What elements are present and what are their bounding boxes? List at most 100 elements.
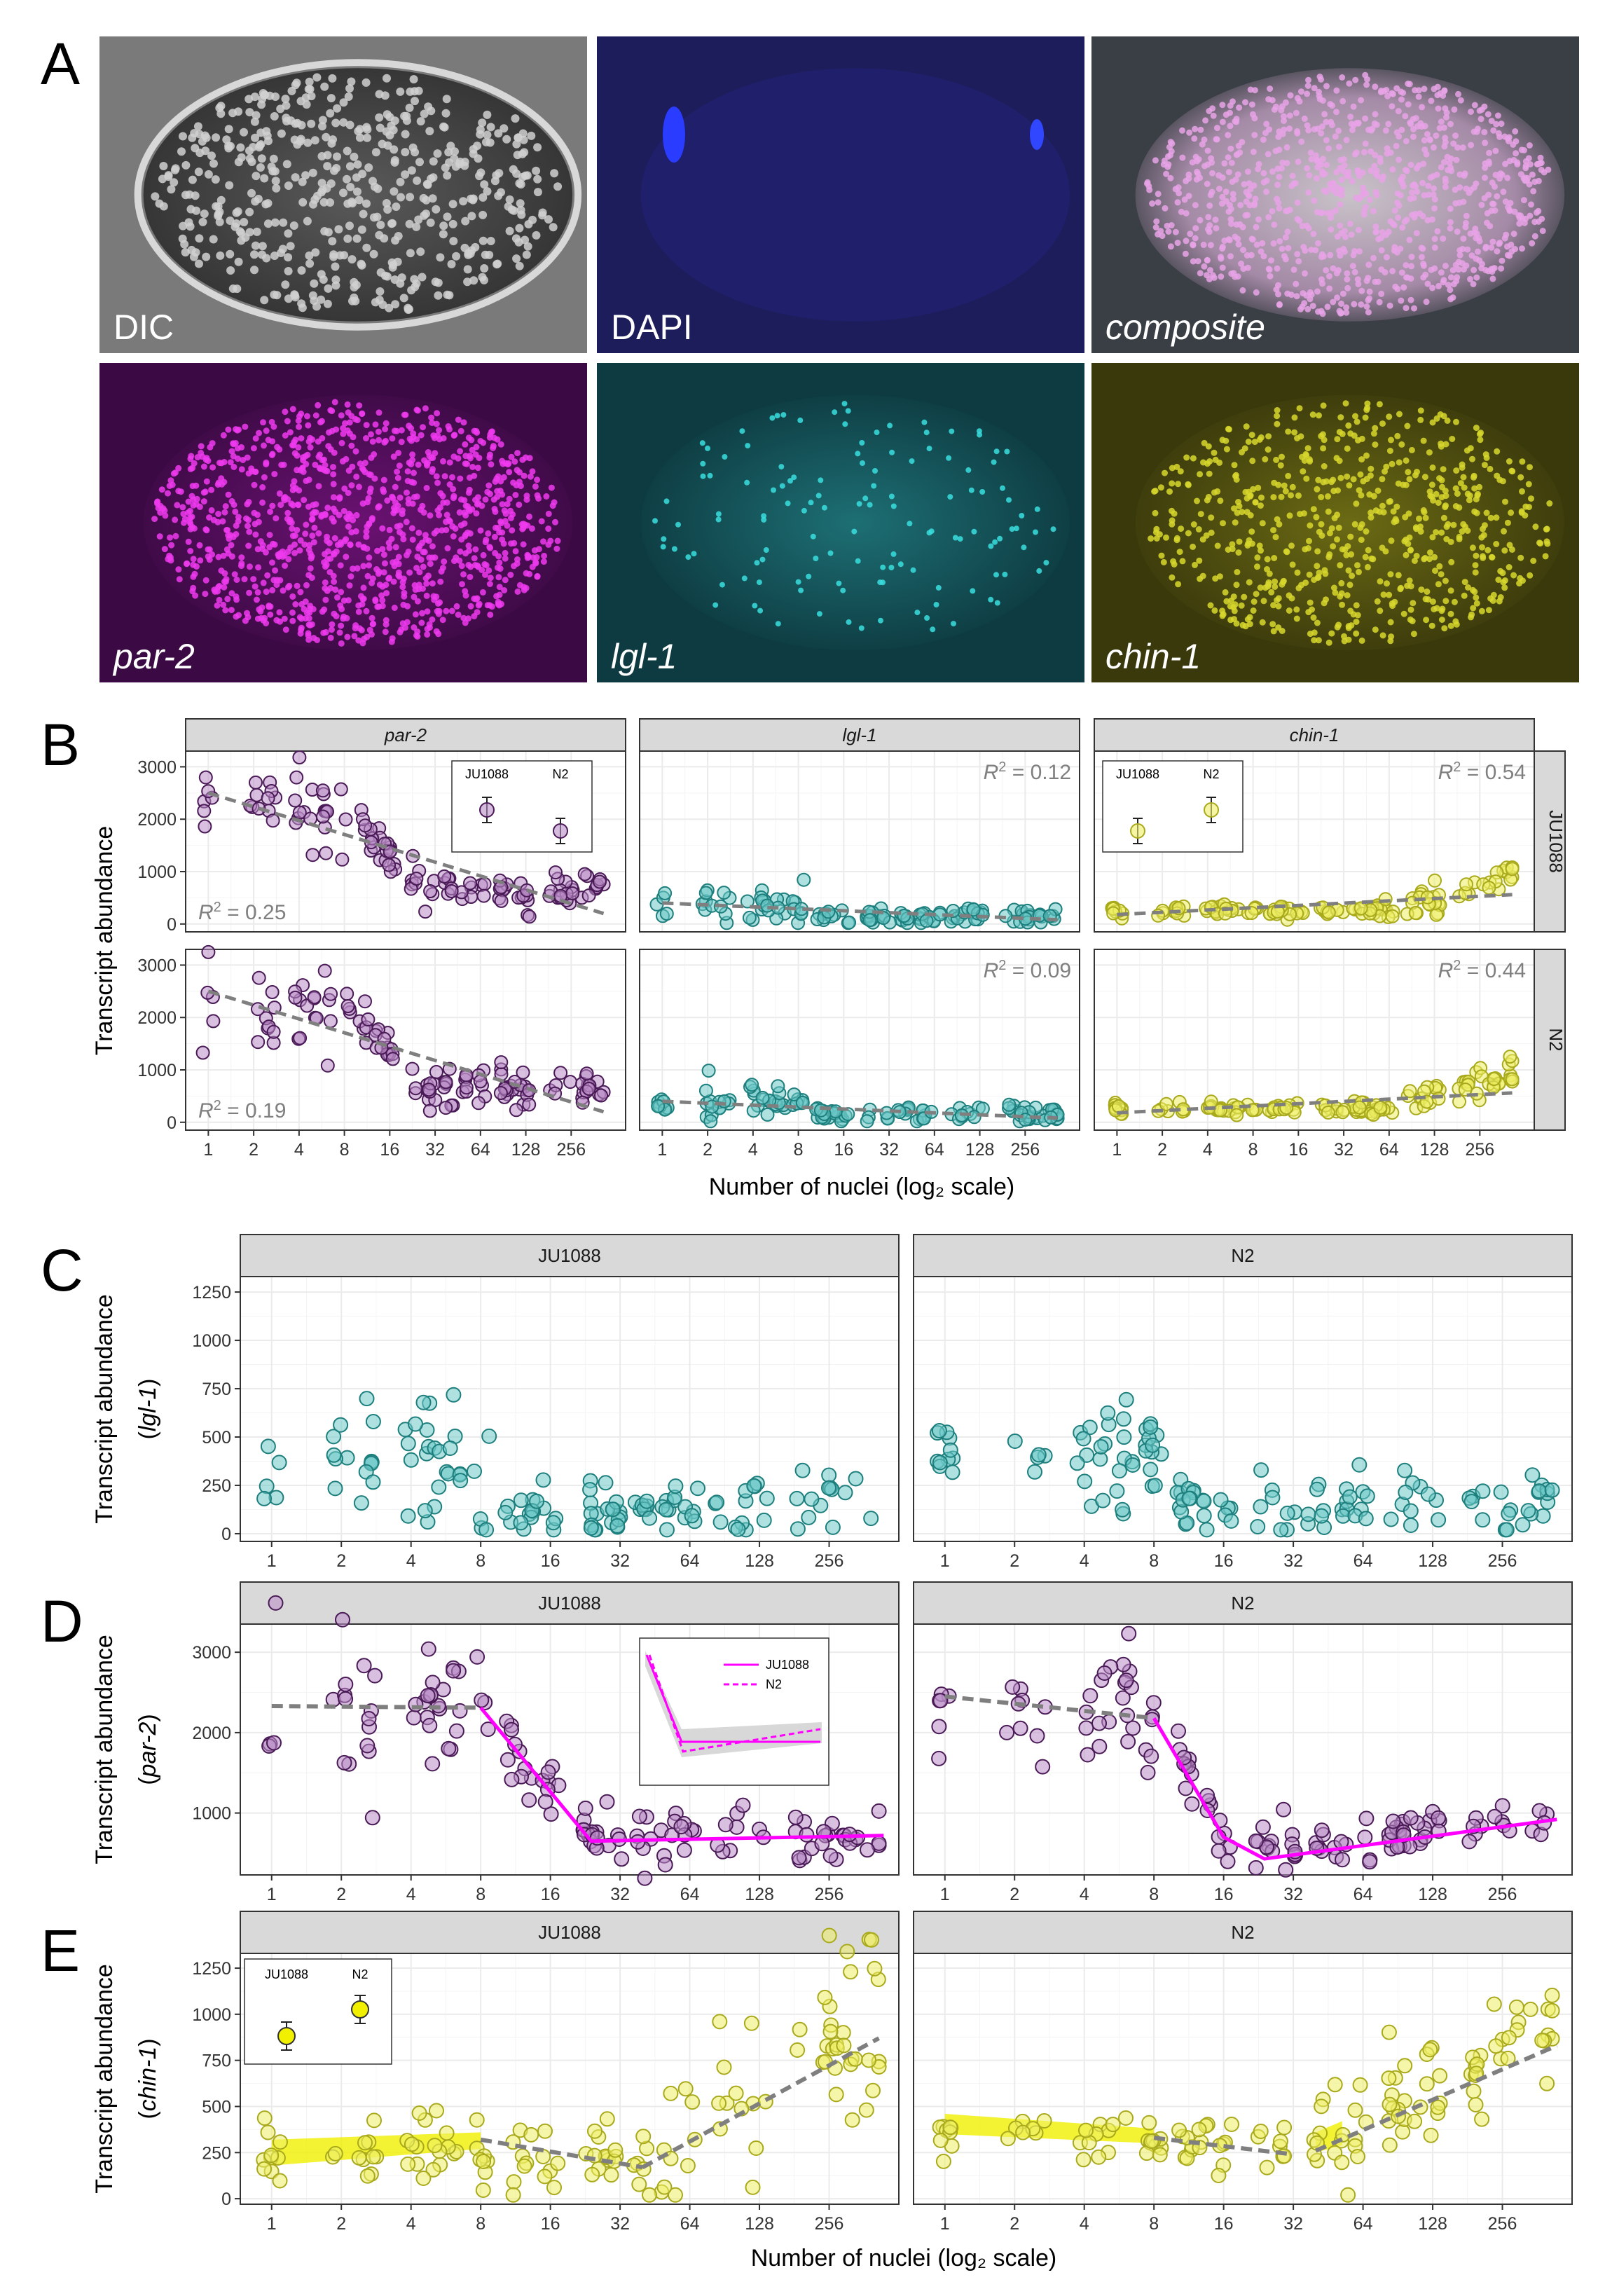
transcript-spot <box>1314 486 1321 493</box>
transcript-spot <box>1404 422 1411 429</box>
x-tick-label: 4 <box>748 1140 758 1160</box>
transcript-spot <box>382 628 389 635</box>
transcript-spot <box>1447 274 1454 281</box>
transcript-spot <box>1494 193 1501 200</box>
transcript-spot <box>1470 472 1477 479</box>
transcript-spot <box>514 588 521 595</box>
transcript-spot <box>486 581 493 587</box>
transcript-spot <box>1344 270 1351 277</box>
transcript-spot <box>469 149 478 158</box>
data-point <box>256 1490 273 1506</box>
transcript-spot <box>515 179 524 188</box>
transcript-spot <box>306 542 313 549</box>
y-tick-label: 0 <box>221 1525 231 1544</box>
transcript-spot <box>988 596 994 603</box>
transcript-spot <box>179 132 187 141</box>
transcript-spot <box>1201 439 1208 446</box>
y-tick-label: 2000 <box>137 810 177 830</box>
transcript-spot <box>385 539 392 546</box>
transcript-spot <box>1353 120 1360 127</box>
transcript-spot <box>215 104 224 113</box>
transcript-spot <box>1253 289 1260 296</box>
transcript-spot <box>1229 98 1236 105</box>
transcript-spot <box>1459 464 1466 471</box>
data-point <box>598 1475 614 1491</box>
transcript-spot <box>252 227 261 236</box>
transcript-spot <box>1304 122 1311 129</box>
transcript-spot <box>282 160 291 169</box>
transcript-spot <box>907 521 913 527</box>
transcript-spot <box>1489 597 1496 604</box>
transcript-spot <box>1466 189 1473 196</box>
transcript-spot <box>549 223 558 232</box>
x-tick-label: 4 <box>1203 1140 1213 1160</box>
transcript-spot <box>859 440 865 446</box>
transcript-spot <box>1244 616 1251 623</box>
transcript-spot <box>1318 276 1325 283</box>
transcript-spot <box>301 541 308 548</box>
data-point <box>1229 1108 1244 1122</box>
transcript-spot <box>368 431 374 438</box>
transcript-spot <box>252 172 261 181</box>
transcript-spot <box>511 458 518 465</box>
transcript-spot <box>383 141 392 150</box>
transcript-spot <box>514 467 521 474</box>
transcript-spot <box>923 429 930 436</box>
transcript-spot <box>1438 571 1445 578</box>
data-point <box>365 1474 381 1490</box>
transcript-spot <box>352 448 359 455</box>
transcript-spot <box>1255 216 1262 223</box>
transcript-spot <box>226 216 235 225</box>
transcript-spot <box>373 212 382 221</box>
transcript-spot <box>1345 624 1352 631</box>
transcript-spot <box>548 484 555 491</box>
transcript-spot <box>1194 258 1201 265</box>
transcript-spot <box>233 522 240 529</box>
transcript-spot <box>238 554 245 561</box>
transcript-spot <box>1419 104 1426 111</box>
transcript-spot <box>266 544 273 551</box>
transcript-spot <box>1227 603 1234 610</box>
data-point <box>420 1688 436 1704</box>
transcript-spot <box>1251 202 1258 209</box>
transcript-spot <box>1306 571 1313 578</box>
transcript-spot <box>436 607 443 614</box>
transcript-spot <box>1400 90 1407 96</box>
transcript-spot <box>1535 218 1542 225</box>
micrograph-label: chin-1 <box>1105 637 1201 676</box>
transcript-spot <box>382 199 391 207</box>
transcript-spot <box>1407 606 1414 613</box>
transcript-spot <box>446 426 453 433</box>
data-point <box>581 1082 596 1096</box>
x-tick-label: 256 <box>1488 1551 1517 1571</box>
transcript-spot <box>374 547 381 554</box>
transcript-spot <box>247 188 256 198</box>
transcript-spot <box>1379 420 1386 427</box>
transcript-spot <box>1207 242 1214 249</box>
transcript-spot <box>1499 478 1506 485</box>
transcript-spot <box>362 243 371 252</box>
transcript-spot <box>779 483 785 489</box>
transcript-spot <box>1447 205 1454 212</box>
transcript-spot <box>1442 139 1449 146</box>
data-point <box>361 1012 376 1026</box>
transcript-spot <box>425 572 432 579</box>
transcript-spot <box>422 405 429 412</box>
transcript-spot <box>1339 601 1346 608</box>
transcript-spot <box>1178 208 1185 215</box>
transcript-spot <box>290 291 299 300</box>
transcript-spot <box>436 253 445 262</box>
transcript-spot <box>1307 149 1314 156</box>
transcript-spot <box>1527 572 1534 579</box>
transcript-spot <box>291 173 300 182</box>
transcript-spot <box>318 511 325 518</box>
transcript-spot <box>322 132 331 142</box>
transcript-spot <box>1357 524 1364 531</box>
transcript-spot <box>1501 547 1508 554</box>
transcript-spot <box>1206 202 1213 209</box>
transcript-spot <box>1443 114 1449 121</box>
transcript-spot <box>331 610 338 617</box>
transcript-spot <box>251 481 258 488</box>
transcript-spot <box>1417 416 1424 423</box>
data-point <box>593 874 607 889</box>
